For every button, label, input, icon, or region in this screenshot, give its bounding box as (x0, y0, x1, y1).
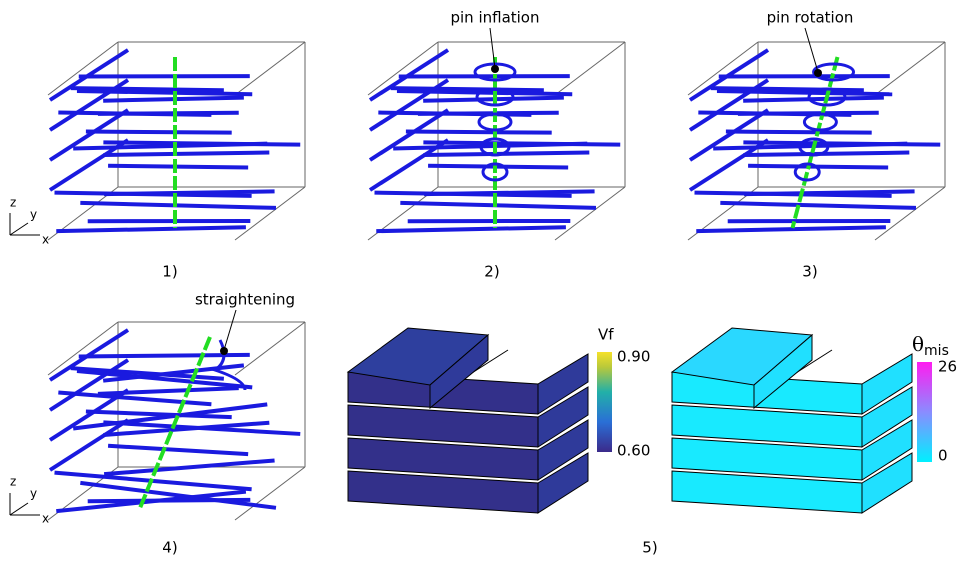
panel-label: 4) (162, 539, 177, 557)
leader (224, 310, 236, 350)
fiber (103, 153, 269, 155)
fiber (98, 388, 239, 394)
axis-label: z (10, 475, 16, 489)
symbol: θ (912, 332, 924, 356)
leader-dot (814, 69, 822, 77)
colorbar (917, 362, 932, 462)
axis-label: y (30, 208, 37, 222)
fiber (400, 203, 596, 208)
fiber (108, 166, 248, 168)
panel-label: 3) (802, 263, 817, 281)
box-edge (875, 42, 945, 95)
fiber (80, 203, 276, 208)
fiber (424, 191, 594, 194)
fiber (744, 191, 914, 194)
fiber (743, 142, 940, 144)
colorbar (597, 352, 612, 452)
colorbar-tick: 0 (938, 447, 948, 465)
annotation: straightening (195, 291, 295, 309)
fiber (720, 203, 916, 208)
panel-label: 1) (162, 263, 177, 281)
fiber (103, 142, 300, 144)
annotation: pin rotation (767, 9, 854, 27)
fiber (50, 110, 128, 160)
leader-dot (491, 65, 499, 73)
fiber (86, 132, 232, 133)
box-edge (235, 42, 305, 95)
fiber (370, 110, 448, 160)
leader (490, 28, 495, 68)
axis-label: x (42, 512, 49, 526)
fiber (376, 227, 566, 231)
fiber (56, 227, 246, 231)
fiber (743, 98, 884, 101)
fiber (726, 132, 872, 133)
fiber (104, 191, 274, 194)
colorbar-tick: 0.90 (617, 348, 650, 366)
fiber (88, 500, 251, 501)
fiber (696, 227, 886, 231)
colorbar-tick: 26 (938, 358, 957, 376)
fiber (743, 153, 909, 155)
leader (805, 28, 818, 72)
fiber (406, 132, 552, 133)
axis-label: z (10, 196, 16, 210)
figure: 1) 2) 3) 4) 5) pin inflation pin rotatio… (0, 0, 971, 561)
panel-label: 2) (484, 263, 499, 281)
fiber (428, 166, 568, 168)
box-edge (555, 42, 625, 95)
fiber (690, 110, 768, 160)
box-edge (235, 322, 305, 375)
fiber (423, 142, 620, 144)
panel-label: 5) (642, 539, 657, 557)
colorbar-title: θmis (912, 332, 949, 360)
colorbar-title: Vf (598, 326, 614, 344)
axis-label: y (30, 487, 37, 501)
fiber (108, 446, 248, 454)
annotation: pin inflation (450, 9, 539, 27)
leader-dot (220, 347, 228, 355)
axis-label: x (42, 233, 49, 247)
colorbar-tick: 0.60 (617, 442, 650, 460)
